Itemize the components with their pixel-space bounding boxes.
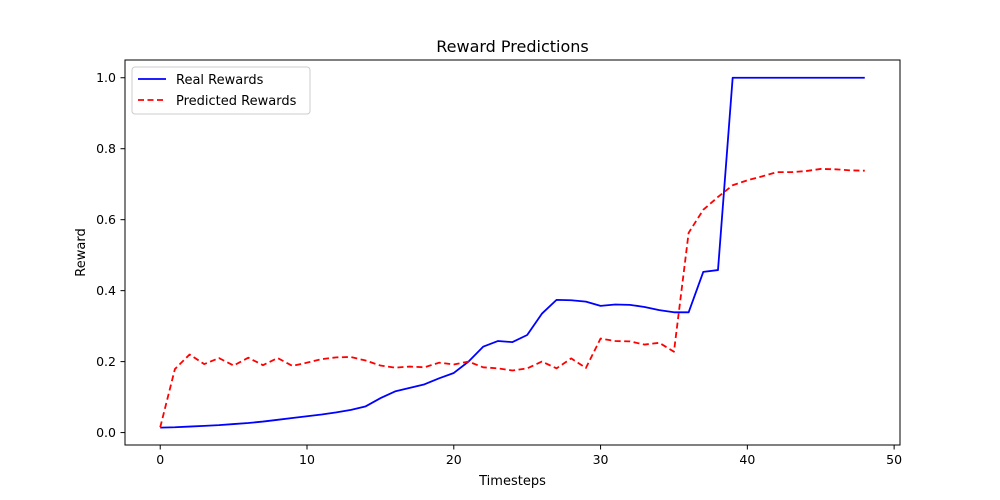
y-axis: 0.0 0.2 0.4 0.6 0.8 1.0 <box>96 70 125 440</box>
x-tick-label: 20 <box>446 452 462 467</box>
x-tick-label: 50 <box>886 452 902 467</box>
legend[interactable]: Real Rewards Predicted Rewards <box>131 66 311 115</box>
y-tick-label: 0.8 <box>96 141 116 156</box>
legend-label-predicted-rewards: Predicted Rewards <box>176 94 297 109</box>
y-axis-title: Reward <box>74 228 89 276</box>
x-tick-label: 10 <box>299 452 315 467</box>
x-tick-label: 40 <box>739 452 755 467</box>
legend-box <box>131 66 311 115</box>
y-tick-label: 0.2 <box>96 354 116 369</box>
x-axis-title: Timesteps <box>478 474 546 489</box>
x-tick-label: 0 <box>156 452 164 467</box>
y-tick-label: 0.4 <box>96 283 116 298</box>
y-tick-label: 1.0 <box>96 70 116 85</box>
chart-title: Reward Predictions <box>436 37 589 56</box>
x-tick-label: 30 <box>593 452 609 467</box>
legend-label-real-rewards: Real Rewards <box>176 73 264 88</box>
y-tick-label: 0.0 <box>96 425 116 440</box>
x-axis: 0 10 20 30 40 50 <box>156 445 902 467</box>
y-tick-label: 0.6 <box>96 212 116 227</box>
plot-frame <box>124 59 901 446</box>
series-line-real-rewards <box>160 76 865 429</box>
series-layer <box>159 76 865 429</box>
series-line-predicted-rewards <box>159 168 865 428</box>
